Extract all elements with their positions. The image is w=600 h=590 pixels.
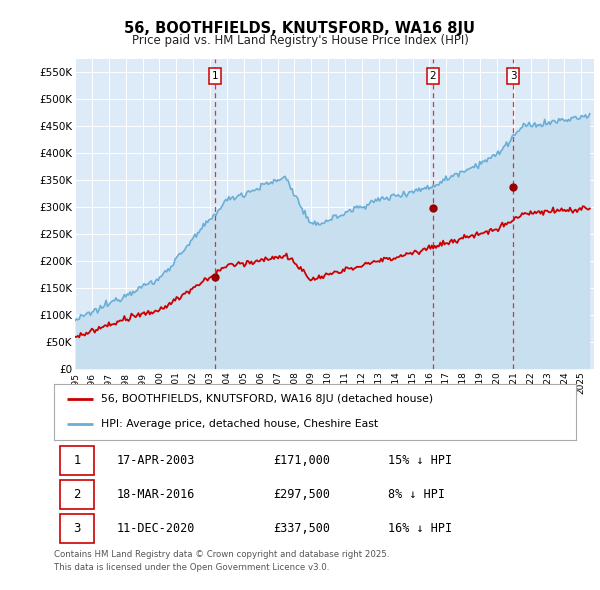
Bar [60, 514, 94, 543]
Text: 17-APR-2003: 17-APR-2003 [116, 454, 195, 467]
Bar [60, 445, 94, 474]
Text: 2: 2 [73, 487, 81, 501]
Text: 1: 1 [73, 454, 81, 467]
Text: £171,000: £171,000 [273, 454, 330, 467]
Text: HPI: Average price, detached house, Cheshire East: HPI: Average price, detached house, Ches… [101, 419, 378, 429]
Text: 11-DEC-2020: 11-DEC-2020 [116, 522, 195, 535]
Text: £337,500: £337,500 [273, 522, 330, 535]
Bar [60, 480, 94, 509]
Text: Price paid vs. HM Land Registry's House Price Index (HPI): Price paid vs. HM Land Registry's House … [131, 34, 469, 47]
Text: 56, BOOTHFIELDS, KNUTSFORD, WA16 8JU: 56, BOOTHFIELDS, KNUTSFORD, WA16 8JU [125, 21, 476, 35]
Text: 3: 3 [74, 522, 81, 535]
Text: £297,500: £297,500 [273, 487, 330, 501]
Text: 8% ↓ HPI: 8% ↓ HPI [388, 487, 445, 501]
Text: 3: 3 [509, 71, 516, 81]
Text: 15% ↓ HPI: 15% ↓ HPI [388, 454, 452, 467]
Text: 1: 1 [212, 71, 218, 81]
Text: 2: 2 [430, 71, 436, 81]
Text: 16% ↓ HPI: 16% ↓ HPI [388, 522, 452, 535]
Text: Contains HM Land Registry data © Crown copyright and database right 2025.
This d: Contains HM Land Registry data © Crown c… [54, 550, 389, 572]
Text: 56, BOOTHFIELDS, KNUTSFORD, WA16 8JU (detached house): 56, BOOTHFIELDS, KNUTSFORD, WA16 8JU (de… [101, 394, 433, 404]
Text: 18-MAR-2016: 18-MAR-2016 [116, 487, 195, 501]
